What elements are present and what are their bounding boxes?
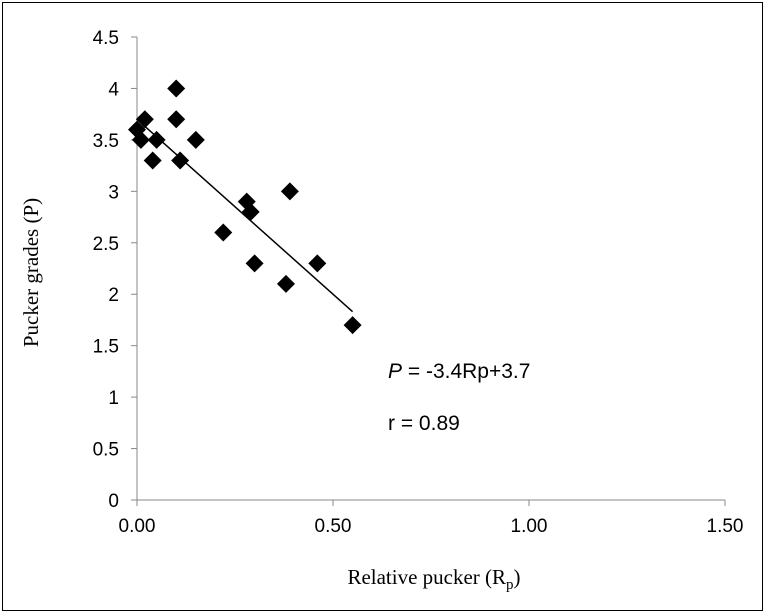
- data-points: [128, 79, 362, 335]
- equation-body: = -3.4Rp+3.7: [402, 360, 530, 383]
- data-point: [167, 110, 186, 129]
- data-point: [135, 110, 154, 129]
- y-tick-label: 3.5: [93, 131, 119, 152]
- x-tick-label: 0.00: [119, 516, 156, 537]
- y-axis-title: Pucker grades (P): [19, 198, 43, 347]
- data-point: [343, 316, 362, 335]
- data-point: [214, 223, 233, 242]
- x-axis-title-main: Relative pucker (R: [347, 565, 506, 589]
- y-tick-label: 1: [108, 388, 119, 409]
- x-tick-label: 0.50: [315, 516, 352, 537]
- data-point: [276, 274, 295, 293]
- data-point: [171, 151, 190, 170]
- data-point: [245, 254, 264, 273]
- data-point: [186, 130, 205, 149]
- y-tick-label: 4: [108, 79, 119, 100]
- y-tick-label: 1.5: [93, 337, 119, 358]
- x-tick-label: 1.50: [707, 516, 744, 537]
- correlation-coefficient: r = 0.89: [388, 412, 460, 435]
- trendline: [136, 118, 354, 313]
- data-point: [241, 202, 260, 221]
- y-tick-label: 0.5: [93, 440, 119, 461]
- regression-equation: P = -3.4Rp+3.7: [388, 360, 530, 383]
- y-tick-label: 2.5: [93, 234, 119, 255]
- x-axis-title-subscript: p: [506, 577, 514, 593]
- y-tick-label: 0: [108, 491, 119, 512]
- trendline-group: [136, 118, 354, 313]
- data-point: [143, 151, 162, 170]
- y-tick-label: 3: [108, 182, 119, 203]
- x-axis-ticks: 0.00 0.50 1.00 1.50: [119, 500, 744, 537]
- data-point: [167, 79, 186, 98]
- data-point: [308, 254, 327, 273]
- data-point: [147, 130, 166, 149]
- x-tick-label: 1.00: [511, 516, 548, 537]
- x-axis-title-close: ): [514, 565, 521, 589]
- data-point: [131, 130, 150, 149]
- x-axis-title: Relative pucker (Rp): [347, 565, 520, 593]
- y-tick-label: 4.5: [93, 28, 119, 49]
- equation-variable: P: [388, 360, 402, 383]
- data-point: [280, 182, 299, 201]
- y-tick-label: 2: [108, 285, 119, 306]
- y-axis-ticks: 0 0.5 1 1.5 2 2.5 3 3.5 4 4.5: [93, 28, 137, 512]
